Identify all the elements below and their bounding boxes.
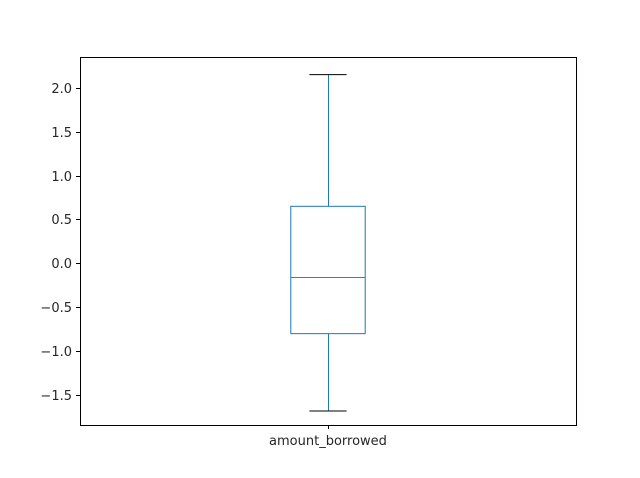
y-tick-label: −0.5 bbox=[40, 301, 72, 316]
box-series bbox=[290, 74, 366, 412]
y-tick-label: 2.0 bbox=[51, 82, 72, 97]
iqr-box bbox=[290, 205, 366, 335]
y-axis: −1.5 −1.0 −0.5 0.0 0.5 1.0 1.5 2.0 bbox=[40, 82, 80, 404]
y-tick-label: 1.0 bbox=[51, 170, 72, 185]
plot-frame bbox=[80, 57, 577, 426]
x-tick-label: amount_borrowed bbox=[269, 434, 387, 449]
y-tick-label: 0.5 bbox=[51, 213, 72, 228]
y-tick-label: −1.0 bbox=[40, 345, 72, 360]
box-group bbox=[290, 74, 366, 412]
y-tick-label: −1.5 bbox=[40, 389, 72, 404]
y-tick-label: 0.0 bbox=[51, 257, 72, 272]
y-tick-label: 1.5 bbox=[51, 126, 72, 141]
